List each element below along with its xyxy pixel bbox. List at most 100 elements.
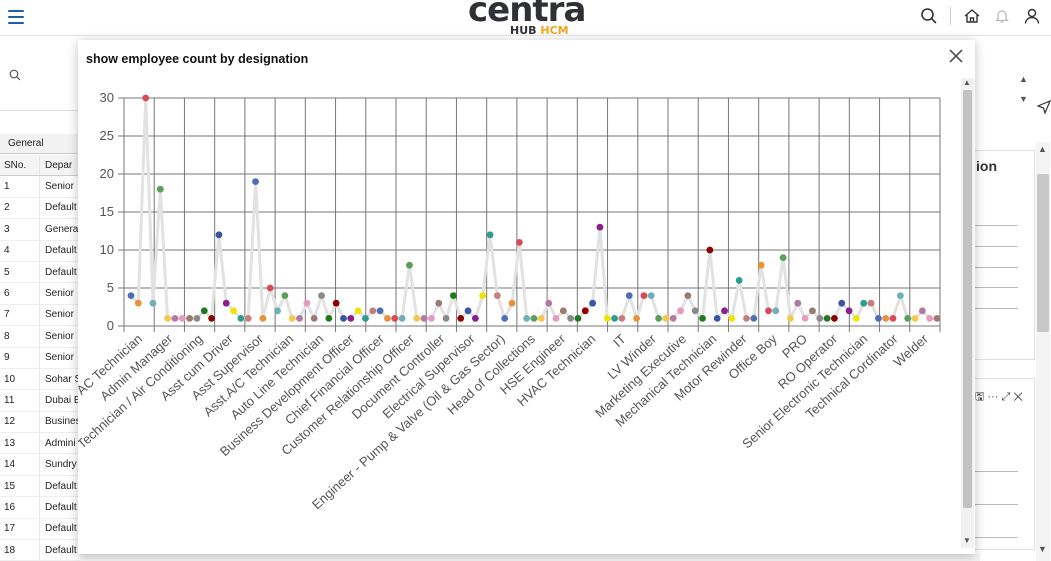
cell-department: Default xyxy=(45,245,77,257)
table-row[interactable]: 8 Senior xyxy=(0,326,80,348)
search-icon[interactable] xyxy=(9,69,21,84)
data-point xyxy=(823,315,831,322)
y-tick-label: 20 xyxy=(100,166,114,181)
table-row[interactable]: 2 Default xyxy=(0,197,80,220)
data-point xyxy=(772,307,780,315)
table-row[interactable]: 5 Default xyxy=(0,261,80,284)
cell-department: Senior xyxy=(45,288,74,300)
cell-sno: 2 xyxy=(0,197,40,219)
divider xyxy=(975,308,1018,309)
horizontal-scrollbar[interactable] xyxy=(80,554,980,561)
table-row[interactable]: 11 Dubai E xyxy=(0,390,80,412)
cell-sno: 3 xyxy=(0,219,40,240)
table-row[interactable]: 15 Default xyxy=(0,475,80,498)
data-point xyxy=(904,315,912,322)
cell-department: Senior xyxy=(45,181,74,193)
table-row[interactable]: 10 Sohar S xyxy=(0,368,80,391)
data-point xyxy=(933,315,941,322)
table-row[interactable]: 9 Senior xyxy=(0,347,80,369)
table-row[interactable]: 16 Default xyxy=(0,497,80,519)
right-panel-2 xyxy=(975,378,1035,550)
bell-icon[interactable] xyxy=(993,7,1011,25)
table-row[interactable]: 7 Senior xyxy=(0,304,80,327)
data-point xyxy=(523,315,531,322)
top-bar: centra HUB HCM xyxy=(0,0,1051,37)
send-icon[interactable] xyxy=(1036,99,1051,117)
y-tick-label: 0 xyxy=(107,318,114,333)
tab-general[interactable]: General xyxy=(0,134,80,154)
data-point xyxy=(874,315,882,322)
data-point xyxy=(288,315,296,322)
data-point xyxy=(479,292,487,299)
data-point xyxy=(918,307,926,315)
data-point xyxy=(281,292,289,299)
data-point xyxy=(625,292,633,299)
data-point xyxy=(706,246,714,254)
data-point xyxy=(303,299,311,307)
data-point xyxy=(845,307,853,315)
data-point xyxy=(222,299,230,307)
data-point xyxy=(208,315,216,322)
data-point xyxy=(779,254,787,261)
cell-department: Default xyxy=(45,544,77,556)
cell-department: Sohar S xyxy=(45,373,80,385)
table-row[interactable]: 14 Sundry xyxy=(0,454,80,476)
data-point xyxy=(816,315,824,322)
cell-department: Default xyxy=(45,501,77,513)
data-point xyxy=(501,315,509,322)
table-row[interactable]: 12 Busines xyxy=(0,411,80,434)
data-point xyxy=(215,231,223,239)
data-point xyxy=(721,307,728,315)
data-point xyxy=(200,307,208,315)
data-point xyxy=(596,223,604,231)
modal-scrollbar[interactable]: ▲ ▼ xyxy=(961,78,974,548)
table-row[interactable]: 18 Default xyxy=(0,540,80,561)
y-tick-label: 5 xyxy=(107,280,114,295)
data-point xyxy=(384,315,391,322)
data-point xyxy=(178,315,186,322)
menu-icon[interactable] xyxy=(8,10,24,24)
data-point xyxy=(354,307,362,315)
data-point xyxy=(647,292,655,299)
cell-sno: 7 xyxy=(0,304,40,326)
home-icon[interactable] xyxy=(963,7,981,25)
data-point xyxy=(838,299,846,307)
table-row[interactable]: 1 Senior xyxy=(0,176,80,198)
data-point xyxy=(677,307,684,315)
table-row[interactable]: 6 Senior xyxy=(0,283,80,305)
table-row[interactable]: 3 Genera xyxy=(0,219,80,241)
table-row[interactable]: 4 Default xyxy=(0,240,80,262)
divider xyxy=(975,246,1018,247)
table-row[interactable]: 17 Default xyxy=(0,518,80,541)
data-point xyxy=(559,307,567,315)
column-header-department[interactable]: Depar xyxy=(45,159,73,171)
data-point xyxy=(831,315,838,322)
panel-scrollbar[interactable]: ▲ ▼ xyxy=(1019,74,1028,104)
page-scrollbar[interactable]: ▲ ▼ xyxy=(1036,142,1050,561)
data-point xyxy=(171,315,179,322)
divider xyxy=(975,267,1018,268)
data-point xyxy=(537,315,545,322)
data-point xyxy=(442,315,450,322)
data-point xyxy=(369,307,377,315)
close-icon[interactable] xyxy=(947,48,965,66)
cell-department: Busines xyxy=(45,416,80,428)
panel-controls[interactable]: 🖫 ··· ⤢ ✕ xyxy=(975,391,1023,403)
cell-department: Senior xyxy=(45,352,74,364)
data-point xyxy=(347,315,355,322)
data-point xyxy=(618,315,626,322)
data-point xyxy=(655,315,662,322)
series-line xyxy=(129,96,937,320)
data-point xyxy=(508,299,516,307)
logo-text: centra xyxy=(468,0,586,30)
data-point xyxy=(332,299,340,307)
app-logo[interactable]: centra HUB HCM xyxy=(462,0,592,40)
column-header-sno[interactable]: SNo. xyxy=(0,155,40,176)
user-icon[interactable] xyxy=(1023,7,1041,25)
search-icon[interactable] xyxy=(920,7,938,25)
cell-department: Admini xyxy=(45,437,76,449)
data-point xyxy=(684,292,692,299)
data-point xyxy=(340,315,347,322)
table-row[interactable]: 13 Admini xyxy=(0,433,80,455)
